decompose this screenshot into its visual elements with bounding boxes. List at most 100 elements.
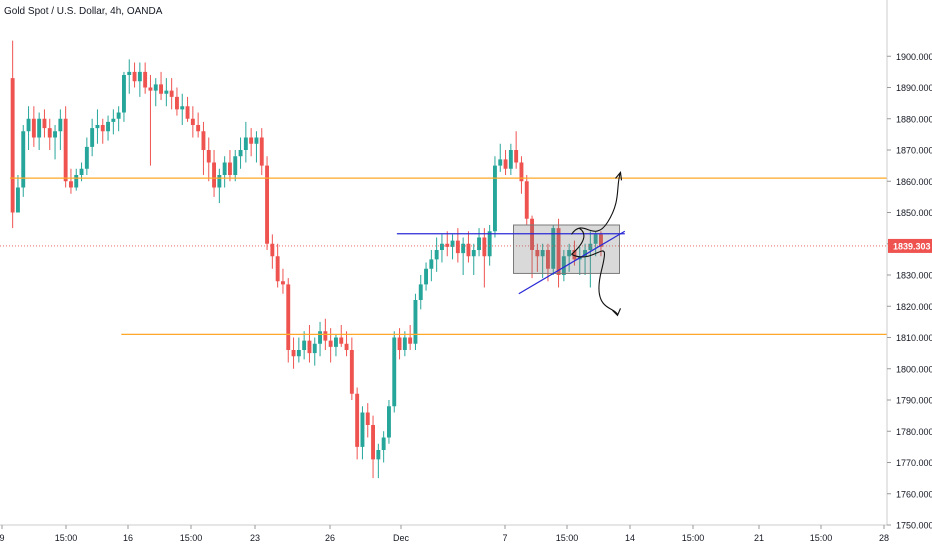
y-tick-label-13: 1770.000	[896, 458, 932, 468]
candle-14	[84, 146, 89, 169]
candle-12	[74, 175, 79, 188]
candle-6	[42, 118, 47, 129]
scenario-arrow-up	[571, 172, 622, 235]
candle-0	[10, 78, 15, 213]
candle-1	[16, 187, 20, 213]
candle-27	[153, 84, 158, 91]
arrow-up-head	[615, 171, 623, 181]
candle-11	[69, 181, 73, 188]
candle-48	[265, 165, 269, 244]
x-tick-label-8: 15:00	[556, 533, 579, 543]
candle-77	[418, 284, 423, 300]
candle-73	[397, 337, 402, 350]
candle-57	[312, 343, 317, 354]
candle-3	[26, 118, 31, 132]
candle-21	[122, 75, 126, 113]
candle-7	[47, 128, 52, 138]
candle-22	[127, 71, 132, 75]
candle-49	[270, 243, 275, 257]
candle-8	[53, 131, 57, 138]
candle-34	[190, 118, 195, 125]
y-tick-label-7: 1830.000	[896, 271, 932, 281]
candle-97	[524, 181, 529, 219]
candle-71	[387, 406, 391, 438]
x-tick-label-0: 9	[0, 533, 5, 543]
candle-100	[540, 250, 545, 257]
candle-15	[90, 128, 95, 147]
candle-104	[561, 256, 566, 275]
candle-54	[296, 350, 301, 357]
x-tick-label-7: 7	[502, 533, 507, 543]
candle-94	[508, 150, 513, 169]
candle-76	[413, 300, 418, 344]
candle-43	[238, 150, 243, 157]
candle-5	[37, 118, 42, 138]
levels-layer	[0, 177, 887, 335]
y-tick-label-3: 1870.000	[896, 146, 932, 156]
candle-31	[175, 96, 179, 110]
candle-108	[583, 250, 587, 257]
candle-87	[471, 250, 476, 257]
candle-60	[328, 340, 333, 347]
candle-50	[275, 256, 280, 282]
chart-title: Gold Spot / U.S. Dollar, 4h, OANDA	[4, 6, 163, 17]
x-tick-label-6: Dec	[393, 533, 410, 543]
candle-103	[556, 228, 561, 275]
candle-9	[58, 118, 63, 132]
candle-26	[148, 87, 153, 91]
y-tick-label-11: 1790.000	[896, 396, 932, 406]
x-tick-label-13: 28	[879, 533, 889, 543]
y-tick-label-0: 1900.000	[896, 52, 932, 62]
y-tick-label-10: 1800.000	[896, 364, 932, 374]
candle-28	[159, 84, 163, 94]
candle-95	[514, 150, 519, 163]
candle-80	[434, 250, 439, 260]
candle-25	[143, 71, 148, 88]
last-price-label: 1839.303	[893, 241, 931, 251]
candle-38	[212, 162, 216, 188]
candle-36	[201, 131, 206, 150]
candle-30	[169, 90, 174, 97]
candle-23	[132, 71, 137, 82]
candle-70	[381, 437, 386, 450]
candle-88	[477, 237, 481, 250]
candle-35	[196, 125, 201, 132]
candle-45	[249, 137, 254, 144]
candle-46	[254, 137, 259, 144]
candle-4	[31, 118, 36, 138]
candle-63	[344, 343, 349, 350]
candle-72	[392, 337, 397, 407]
candle-74	[402, 337, 407, 350]
candle-55	[302, 340, 307, 350]
y-tick-label-8: 1820.000	[896, 302, 932, 312]
x-tick-label-5: 26	[325, 533, 335, 543]
y-tick-label-1: 1890.000	[896, 83, 932, 93]
y-tick-label-15: 1750.000	[896, 521, 932, 531]
candle-105	[567, 250, 572, 257]
candle-109	[588, 243, 593, 250]
y-tick-label-4: 1860.000	[896, 177, 932, 187]
candle-33	[185, 106, 190, 119]
candle-79	[429, 259, 434, 269]
candle-110	[593, 234, 598, 244]
candle-111	[599, 234, 603, 247]
axes-layer: 1900.000 1890.000 1880.000 1870.000 1860.000…	[0, 0, 932, 543]
candle-69	[376, 450, 381, 460]
candle-99	[535, 250, 540, 257]
candle-68	[371, 425, 375, 460]
candle-78	[424, 268, 428, 285]
candle-66	[360, 412, 365, 447]
candle-90	[487, 231, 492, 257]
candle-83	[450, 240, 455, 247]
y-tick-label-12: 1780.000	[896, 427, 932, 437]
x-tick-label-3: 15:00	[180, 533, 203, 543]
candle-61	[334, 337, 338, 347]
candle-86	[466, 243, 471, 257]
candle-47	[259, 137, 264, 166]
candle-39	[217, 175, 222, 188]
candle-16	[95, 125, 100, 129]
candle-10	[63, 118, 68, 182]
candle-41	[228, 162, 232, 175]
